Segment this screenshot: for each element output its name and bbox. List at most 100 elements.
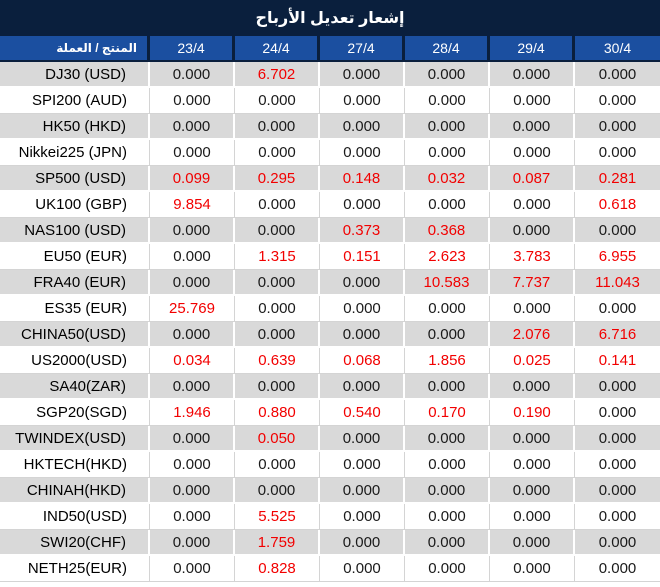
value-cell: 0.000 bbox=[235, 192, 320, 218]
value-cell: 0.000 bbox=[150, 244, 235, 270]
value-cell: 0.000 bbox=[320, 192, 405, 218]
value-cell: 0.000 bbox=[150, 62, 235, 88]
value-cell: 0.000 bbox=[150, 322, 235, 348]
value-cell: 0.000 bbox=[235, 218, 320, 244]
value-cell: 0.000 bbox=[320, 556, 405, 582]
value-cell: 0.000 bbox=[575, 530, 660, 556]
value-cell: 0.000 bbox=[150, 452, 235, 478]
value-cell: 0.000 bbox=[320, 88, 405, 114]
value-cell: 0.000 bbox=[575, 478, 660, 504]
table-row: HK50 (HKD) 0.000 0.000 0.000 0.000 0.000 0.000 bbox=[0, 114, 660, 140]
value-cell: 0.000 bbox=[405, 114, 490, 140]
value-cell: 0.000 bbox=[575, 426, 660, 452]
table-row: NAS100 (USD) 0.000 0.000 0.373 0.368 0.000 0.0… bbox=[0, 218, 660, 244]
value-cell: 0.000 bbox=[490, 478, 575, 504]
value-cell: 0.368 bbox=[405, 218, 490, 244]
value-cell: 0.880 bbox=[235, 400, 320, 426]
product-cell: NAS100 (USD) bbox=[0, 218, 150, 244]
value-cell: 0.295 bbox=[235, 166, 320, 192]
value-cell: 0.000 bbox=[235, 322, 320, 348]
value-cell: 0.148 bbox=[320, 166, 405, 192]
value-cell: 0.034 bbox=[150, 348, 235, 374]
value-cell: 6.702 bbox=[235, 62, 320, 88]
product-cell: FRA40 (EUR) bbox=[0, 270, 150, 296]
column-header-date-28-4: 28/4 bbox=[405, 36, 490, 62]
value-cell: 0.000 bbox=[490, 114, 575, 140]
value-cell: 0.000 bbox=[575, 88, 660, 114]
table-row: EU50 (EUR) 0.000 1.315 0.151 2.623 3.783 6.955 bbox=[0, 244, 660, 270]
value-cell: 0.000 bbox=[405, 556, 490, 582]
table-row: ES35 (EUR) 25.769 0.000 0.000 0.000 0.000 0.00… bbox=[0, 296, 660, 322]
value-cell: 0.000 bbox=[575, 504, 660, 530]
value-cell: 3.783 bbox=[490, 244, 575, 270]
table-row: UK100 (GBP) 9.854 0.000 0.000 0.000 0.000 0.61… bbox=[0, 192, 660, 218]
value-cell: 0.000 bbox=[150, 530, 235, 556]
table-row: TWINDEX(USD) 0.000 0.050 0.000 0.000 0.000 0.0… bbox=[0, 426, 660, 452]
value-cell: 0.000 bbox=[575, 62, 660, 88]
value-cell: 0.000 bbox=[575, 218, 660, 244]
product-cell: DJ30 (USD) bbox=[0, 62, 150, 88]
value-cell: 0.000 bbox=[150, 88, 235, 114]
product-cell: HK50 (HKD) bbox=[0, 114, 150, 140]
table-row: IND50(USD) 0.000 5.525 0.000 0.000 0.000 0.000 bbox=[0, 504, 660, 530]
value-cell: 0.087 bbox=[490, 166, 575, 192]
value-cell: 0.000 bbox=[405, 504, 490, 530]
value-cell: 11.043 bbox=[575, 270, 660, 296]
value-cell: 0.000 bbox=[490, 426, 575, 452]
value-cell: 0.000 bbox=[405, 426, 490, 452]
table-body: DJ30 (USD) 0.000 6.702 0.000 0.000 0.000 0.000… bbox=[0, 62, 660, 582]
value-cell: 0.000 bbox=[490, 452, 575, 478]
value-cell: 0.000 bbox=[150, 114, 235, 140]
value-cell: 0.000 bbox=[405, 62, 490, 88]
product-cell: IND50(USD) bbox=[0, 504, 150, 530]
product-cell: SPI200 (AUD) bbox=[0, 88, 150, 114]
column-header-date-29-4: 29/4 bbox=[490, 36, 575, 62]
dividend-adjustment-table: المنتج / العملة 23/4 24/4 27/4 28/4 29/4 30/4… bbox=[0, 36, 660, 582]
value-cell: 0.000 bbox=[405, 452, 490, 478]
value-cell: 0.000 bbox=[320, 140, 405, 166]
table-row: DJ30 (USD) 0.000 6.702 0.000 0.000 0.000 0.000 bbox=[0, 62, 660, 88]
value-cell: 0.000 bbox=[490, 556, 575, 582]
value-cell: 0.373 bbox=[320, 218, 405, 244]
value-cell: 0.000 bbox=[320, 478, 405, 504]
value-cell: 0.000 bbox=[150, 478, 235, 504]
value-cell: 0.000 bbox=[320, 270, 405, 296]
table-row: NETH25(EUR) 0.000 0.828 0.000 0.000 0.000 0.00… bbox=[0, 556, 660, 582]
value-cell: 0.000 bbox=[150, 140, 235, 166]
value-cell: 0.000 bbox=[320, 62, 405, 88]
table-row: SGP20(SGD) 1.946 0.880 0.540 0.170 0.190 0.000 bbox=[0, 400, 660, 426]
value-cell: 0.000 bbox=[490, 192, 575, 218]
product-cell: CHINAH(HKD) bbox=[0, 478, 150, 504]
product-cell: UK100 (GBP) bbox=[0, 192, 150, 218]
value-cell: 0.000 bbox=[320, 504, 405, 530]
value-cell: 0.000 bbox=[405, 374, 490, 400]
value-cell: 9.854 bbox=[150, 192, 235, 218]
value-cell: 0.050 bbox=[235, 426, 320, 452]
value-cell: 0.000 bbox=[320, 322, 405, 348]
value-cell: 0.618 bbox=[575, 192, 660, 218]
column-header-date-30-4: 30/4 bbox=[575, 36, 660, 62]
table-row: FRA40 (EUR) 0.000 0.000 0.000 10.583 7.737 11.… bbox=[0, 270, 660, 296]
value-cell: 0.000 bbox=[405, 192, 490, 218]
table-row: Nikkei225 (JPN) 0.000 0.000 0.000 0.000 0.000… bbox=[0, 140, 660, 166]
table-row: SWI20(CHF) 0.000 1.759 0.000 0.000 0.000 0.000 bbox=[0, 530, 660, 556]
value-cell: 5.525 bbox=[235, 504, 320, 530]
value-cell: 0.000 bbox=[490, 374, 575, 400]
value-cell: 0.000 bbox=[235, 374, 320, 400]
notice-title-bar: إشعار تعديل الأرباح bbox=[0, 0, 660, 36]
value-cell: 2.623 bbox=[405, 244, 490, 270]
value-cell: 0.000 bbox=[575, 296, 660, 322]
page-title: إشعار تعديل الأرباح bbox=[255, 10, 405, 27]
value-cell: 0.000 bbox=[490, 504, 575, 530]
value-cell: 0.000 bbox=[575, 556, 660, 582]
value-cell: 0.000 bbox=[235, 296, 320, 322]
value-cell: 0.000 bbox=[150, 504, 235, 530]
value-cell: 0.639 bbox=[235, 348, 320, 374]
value-cell: 0.099 bbox=[150, 166, 235, 192]
value-cell: 0.151 bbox=[320, 244, 405, 270]
value-cell: 0.000 bbox=[320, 452, 405, 478]
table-row: SP500 (USD) 0.099 0.295 0.148 0.032 0.087 0.28… bbox=[0, 166, 660, 192]
product-cell: SP500 (USD) bbox=[0, 166, 150, 192]
value-cell: 0.000 bbox=[235, 140, 320, 166]
value-cell: 0.170 bbox=[405, 400, 490, 426]
